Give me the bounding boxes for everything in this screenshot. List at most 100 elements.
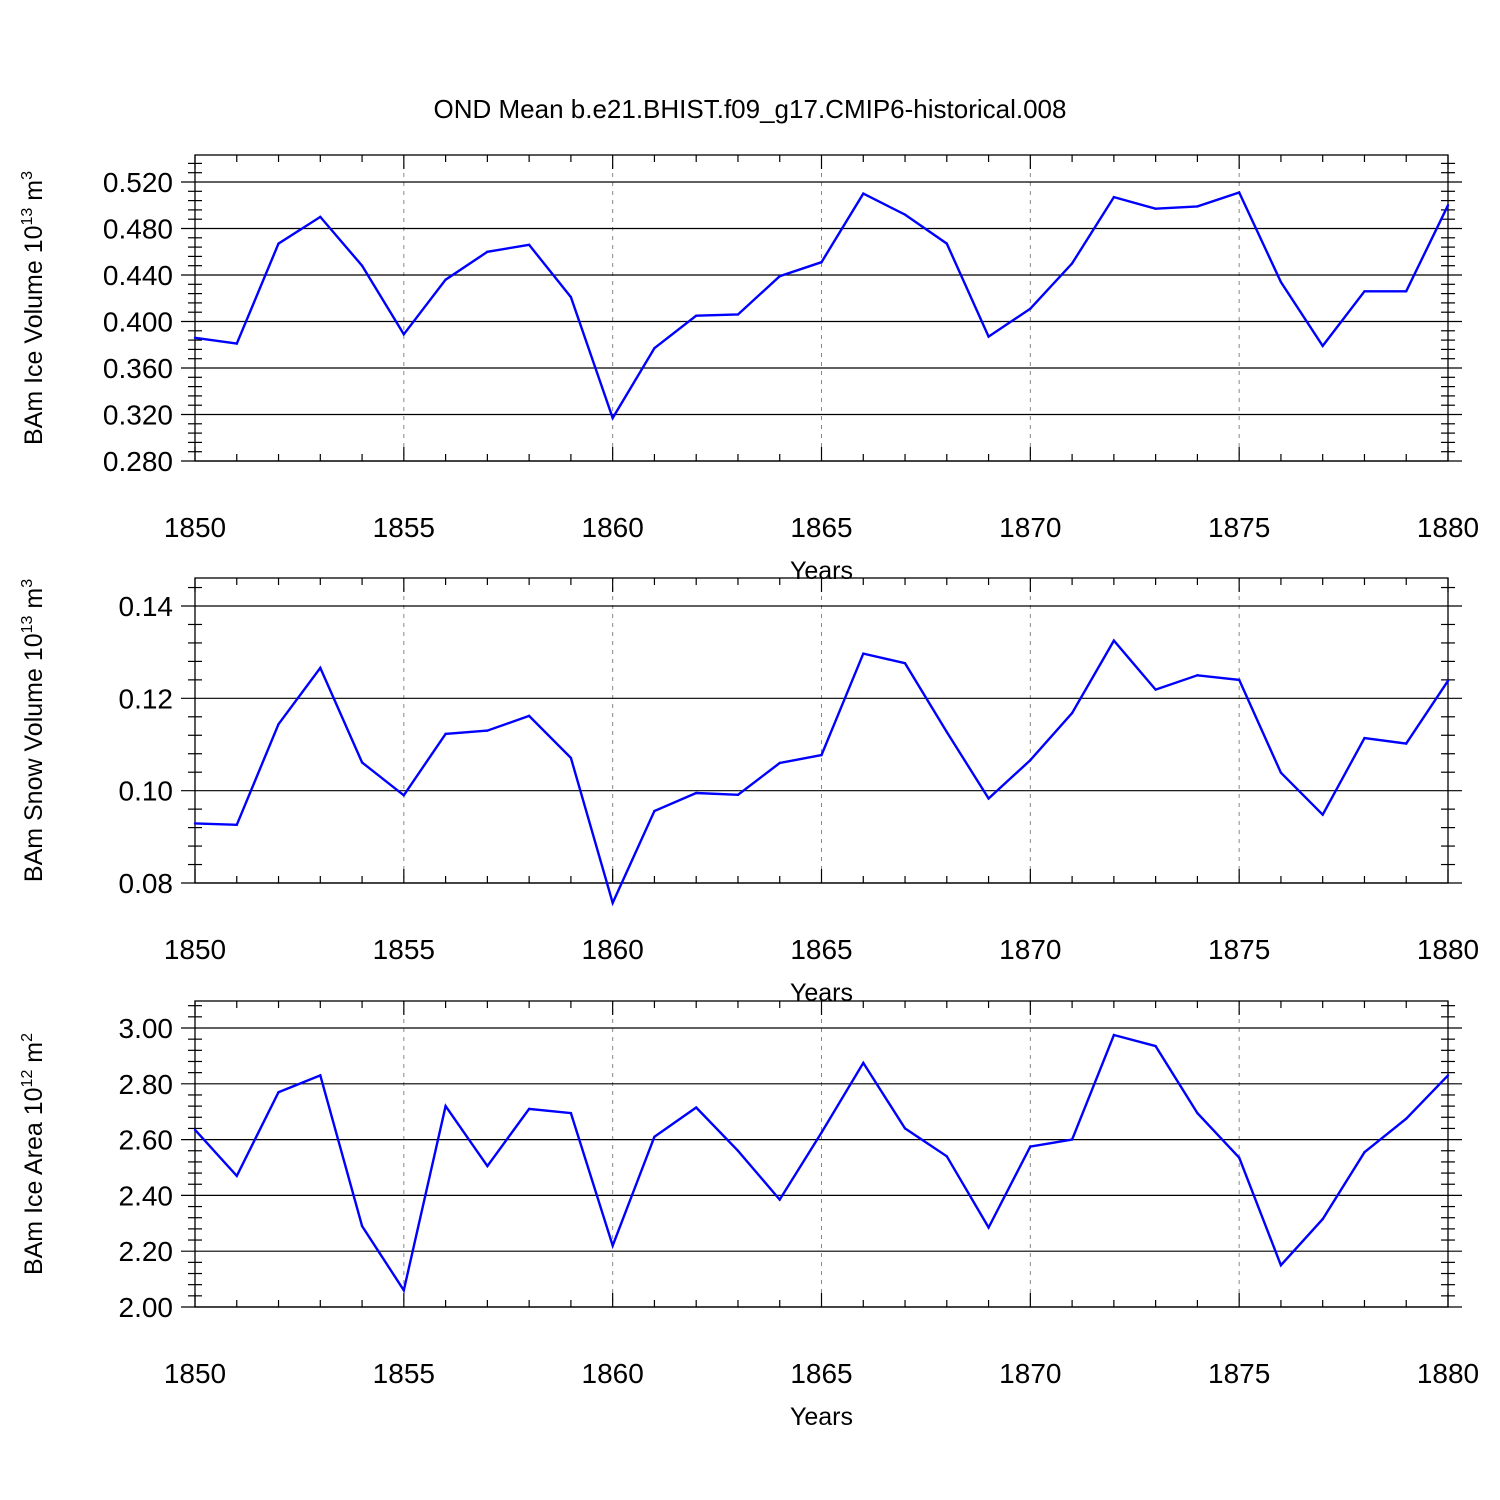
data-point [903,213,907,216]
data-point [1321,1217,1324,1221]
data-point [820,1131,823,1134]
y-axis-title-main: BAm Ice Area 10 [20,1087,48,1275]
data-point [235,342,238,345]
x-tick-label: 1850 [164,934,226,965]
data-point [193,336,197,339]
x-tick-label: 1865 [790,1358,852,1389]
y-tick-label: 2.00 [119,1292,174,1323]
data-point [1321,344,1324,348]
x-tick-label: 1870 [999,1358,1061,1389]
data-point [1446,679,1450,682]
y-axis-title: BAm Ice Volume 1013 m3 [19,171,48,445]
series-line [194,191,1450,421]
data-point [1154,207,1157,210]
data-point [736,1149,740,1152]
data-point [1196,1111,1199,1115]
x-tick-label: 1865 [790,512,852,543]
data-point [193,1128,197,1132]
data-point [486,250,489,253]
data-point [1237,1156,1241,1159]
data-point [1279,1263,1283,1267]
data-point [653,809,656,813]
data-point [360,264,364,267]
data-point [1363,1150,1366,1154]
y-axis-title-unit: m [20,588,48,616]
x-tick-label: 1865 [790,934,852,965]
data-point [1405,290,1408,293]
data-point [695,791,698,795]
data-point [1279,771,1283,774]
x-tick-label: 1850 [164,1358,226,1389]
x-tick-label: 1860 [582,934,644,965]
data-point [1279,280,1283,284]
x-tick-label: 1880 [1417,934,1479,965]
data-point [820,753,823,757]
data-point [945,730,948,734]
y-tick-label: 0.10 [119,776,174,807]
y-axis-title-exponent: 13 [19,208,36,226]
y-axis-title-exponent: 12 [19,1070,36,1088]
data-point [695,314,698,317]
y-tick-label: 0.480 [103,214,173,245]
y-axis-title-main: BAm Snow Volume 10 [20,633,48,882]
chart-panel-2: 0.08 0.10 0.12 0.14 1850 1855 1860 1865 1870 1875… [19,577,1479,1007]
data-point [1154,688,1157,691]
data-point [569,295,573,299]
data-point [1321,813,1324,816]
data-point [1237,678,1241,682]
data-point [903,662,907,665]
y-axis-title-unit: m [20,1042,48,1070]
chart-panels: 0.280 0.320 0.360 0.400 0.440 0.480 0.520 1850 1… [19,154,1479,1431]
y-tick-label: 2.60 [119,1125,174,1156]
chart-panel-1: 0.280 0.320 0.360 0.400 0.440 0.480 0.520 1850 1… [19,154,1479,585]
x-tick-label: 1875 [1208,934,1270,965]
data-point [402,794,406,797]
y-tick-label: 0.440 [103,260,173,291]
data-point [319,215,322,219]
y-axis-title-unit-exponent: 2 [19,1033,36,1042]
y-tick-label: 2.40 [119,1180,174,1211]
data-point [1405,1117,1408,1120]
data-point [235,823,238,827]
y-tick-label: 0.14 [119,591,174,622]
data-point [444,732,447,736]
data-point [569,1111,573,1115]
data-point [277,1090,280,1094]
data-point [1070,262,1074,265]
data-point [319,1074,322,1077]
figure-title: OND Mean b.e21.BHIST.f09_g17.CMIP6-histo… [434,94,1067,124]
y-axis-title: BAm Ice Area 1012 m2 [19,1033,48,1275]
y-tick-label: 0.08 [119,868,174,899]
y-tick-label: 3.00 [119,1013,174,1044]
x-tick-label: 1855 [373,934,435,965]
data-point [444,1104,447,1108]
data-point [193,822,197,825]
data-point [1112,195,1116,199]
data-point [527,714,531,718]
data-point [820,261,823,264]
x-tick-label: 1875 [1208,512,1270,543]
y-tick-label: 0.12 [119,683,174,714]
x-tick-label: 1860 [582,512,644,543]
data-point [1237,191,1241,194]
data-point [903,1127,907,1130]
data-point [1029,758,1032,762]
data-point [653,1135,656,1139]
y-tick-label: 0.400 [103,307,173,338]
data-point [1029,307,1032,310]
data-point [277,722,280,726]
data-point [987,797,990,800]
y-axis-title-exponent: 13 [19,615,36,633]
data-point [862,192,865,195]
y-axis-title-main: BAm Ice Volume 10 [20,225,48,445]
data-point [402,1289,406,1292]
data-point [1446,1074,1450,1077]
data-point [611,1244,614,1247]
x-axis-title: Years [790,1403,853,1431]
data-point [527,1107,531,1111]
data-point [862,652,865,655]
y-axis-title-unit-exponent: 3 [19,579,36,588]
data-point [945,242,948,245]
y-tick-label: 0.520 [103,167,173,198]
